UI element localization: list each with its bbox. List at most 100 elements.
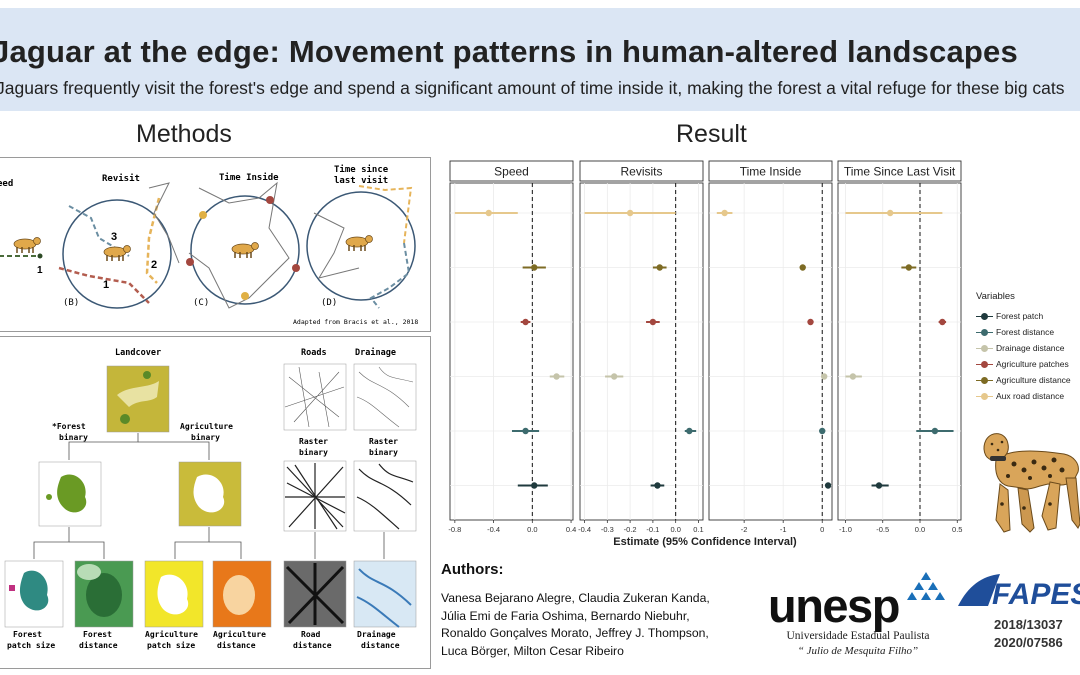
estimate-point <box>531 264 538 271</box>
legend-swatch <box>976 376 993 384</box>
tick-label: 0.0 <box>670 525 680 534</box>
drainage-raster-lines <box>356 463 414 530</box>
legend-entry: Agriculture distance <box>976 372 1071 388</box>
movement-metrics-panel: eed 1 Revisit 3 2 1 (B) <box>0 157 431 332</box>
unesp-university-subname: “ Julio de Mesquita Filho” <box>797 645 919 657</box>
agriculture-patch-size-label-2: patch size <box>147 640 195 650</box>
drainage-lines <box>356 366 414 428</box>
forest-binary-shape <box>57 474 87 513</box>
forest-distance-label-1: Forest <box>83 630 112 639</box>
tick-label: -0.5 <box>876 525 889 534</box>
raster-binary-label-1a: Raster <box>299 437 328 446</box>
panel-letter-b: (B) <box>63 298 79 308</box>
road-distance-label-1: Road <box>301 630 320 639</box>
authors-list: Vanesa Bejarano Alegre, Claudia Zukeran … <box>441 590 776 660</box>
tick-label: -0.8 <box>448 525 461 534</box>
landcover-clearing <box>117 381 159 407</box>
tick-label: 0.0 <box>527 525 537 534</box>
chart-legend: Variables Forest patch Forest distance Dra… <box>976 291 1071 404</box>
facet-panel <box>837 182 962 521</box>
estimate-point <box>807 318 814 326</box>
road-distance-label-2: distance <box>293 640 332 650</box>
facet-strip <box>579 160 704 182</box>
tick-label: 0.4 <box>566 525 576 534</box>
jaguar-icon <box>345 235 373 251</box>
author-line: Vanesa Bejarano Alegre, Claudia Zukeran … <box>441 591 710 605</box>
methods-heading: Methods <box>136 120 232 148</box>
agriculture-distance-far <box>223 575 255 615</box>
legend-swatch <box>976 392 993 400</box>
revisit-path-1 <box>58 266 150 304</box>
legend-swatch <box>976 312 993 320</box>
jaguar-hind-leg-2 <box>1065 477 1080 529</box>
drainage-raster-map <box>353 460 417 532</box>
road-distance-lines <box>285 563 345 625</box>
forest-distance-label-2: distance <box>79 640 118 650</box>
x-axis-label: Estimate (95% Confidence Interval) <box>613 536 797 548</box>
estimate-point <box>485 209 492 217</box>
legend-swatch <box>976 328 993 336</box>
author-line: Luca Börger, Milton Cesar Ribeiro <box>441 643 624 658</box>
panel-letter-c: (C) <box>193 298 209 308</box>
fapesp-wordmark: FAPESP <box>992 578 1080 611</box>
fapesp-grant-2: 2020/07586 <box>994 635 1063 650</box>
forest-patch-shape <box>19 570 49 611</box>
forest-patch-small <box>9 585 15 591</box>
forest-binary-fragment <box>46 494 52 500</box>
facet-strip <box>708 160 833 182</box>
time-since-track <box>313 212 360 279</box>
raster-binary-label-1b: binary <box>299 447 328 457</box>
time-inside-circle <box>190 195 300 305</box>
tick-label: -2 <box>741 525 748 534</box>
facet-title: Speed <box>494 165 529 179</box>
legend-label: Forest patch <box>996 311 1044 321</box>
tick-label: 0.5 <box>952 525 962 534</box>
path-number: 1 <box>37 265 43 276</box>
time-since-label-2: last visit <box>334 175 388 186</box>
jaguar-illustration <box>983 433 1080 533</box>
figure-credit: Adapted from Bracis et al., 2018 <box>293 318 418 326</box>
forest-binary-label-2: binary <box>59 432 88 442</box>
crossing-point <box>266 196 274 204</box>
jaguar-front-leg <box>995 483 1011 533</box>
tick-label: -0.1 <box>646 525 659 534</box>
tick-label: -1.0 <box>839 525 852 534</box>
roads-label: Roads <box>301 348 327 358</box>
estimate-point <box>875 482 883 489</box>
estimate-point <box>939 318 946 326</box>
facet-title: Revisits <box>620 165 662 179</box>
path-number: 1 <box>103 279 109 291</box>
agriculture-binary-label-2: binary <box>191 432 220 442</box>
fapesp-grant-1: 2018/13037 <box>994 617 1063 632</box>
agriculture-patch-size-label-1: Agriculture <box>145 629 198 639</box>
legend-label: Aux road distance <box>996 391 1065 401</box>
tick-label: -0.4 <box>578 525 591 534</box>
authors-heading: Authors: <box>441 561 504 578</box>
path-number: 2 <box>151 259 157 271</box>
estimate-point <box>531 482 538 489</box>
crossing-point <box>199 211 207 219</box>
speed-label: eed <box>0 179 13 189</box>
tick-label: -0.3 <box>601 525 614 534</box>
tick-label: -0.2 <box>624 525 637 534</box>
author-line: Júlia Emi de Faria Oshima, Bernardo Nieb… <box>441 608 690 623</box>
tick-label: -0.4 <box>487 525 500 534</box>
result-heading: Result <box>676 120 747 148</box>
jaguar-icon <box>231 242 259 258</box>
legend-title: Variables <box>976 291 1015 302</box>
agriculture-patch-hole <box>157 574 189 615</box>
legend-swatch <box>976 344 993 352</box>
legend-label: Forest distance <box>996 327 1055 337</box>
tick-label: 0 <box>820 525 824 534</box>
facet-strip <box>449 160 574 182</box>
drainage-map <box>353 363 417 431</box>
estimate-point <box>905 264 913 271</box>
estimate-point <box>522 427 529 435</box>
estimate-point <box>686 427 693 435</box>
time-inside-track <box>188 181 290 309</box>
estimate-point <box>626 209 634 217</box>
estimate-point <box>610 373 618 380</box>
jaguar-hind-leg <box>1041 481 1061 531</box>
landcover-label: Landcover <box>115 348 161 358</box>
forest-binary-label-1: *Forest <box>52 422 86 431</box>
